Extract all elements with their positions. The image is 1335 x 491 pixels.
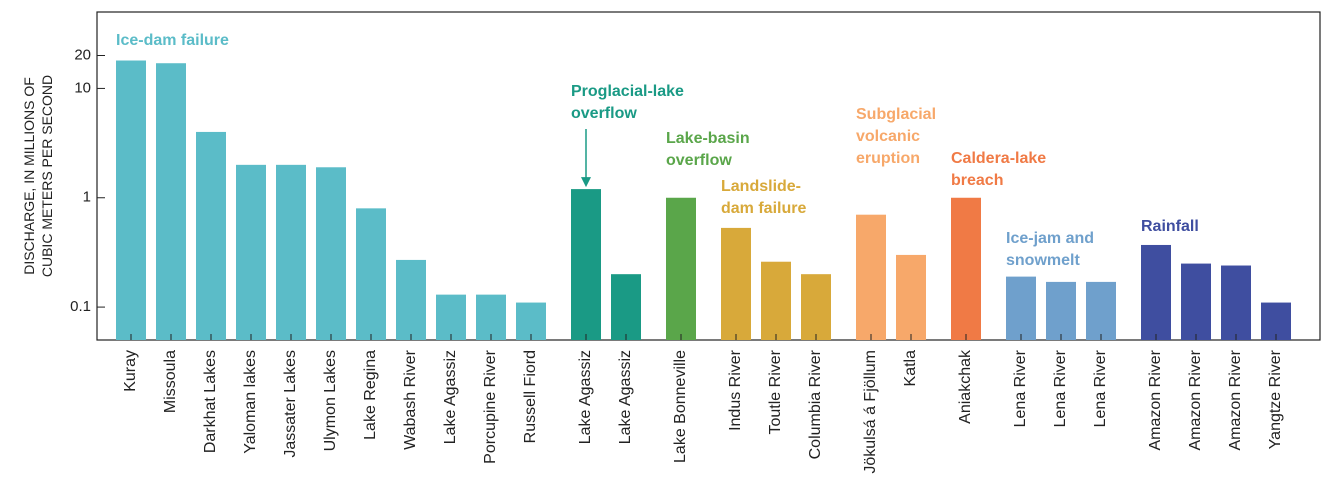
bar xyxy=(666,197,696,340)
bar xyxy=(1181,263,1211,340)
bar xyxy=(1086,281,1116,340)
group-label: Ice-dam failure xyxy=(116,32,229,49)
group-label: Proglacial-lake overflow xyxy=(571,83,684,122)
x-tick-label: Amazon River xyxy=(1147,349,1164,450)
x-tick-label: Lake Bonneville xyxy=(672,350,689,463)
bar xyxy=(396,259,426,340)
y-tick-label: 10 xyxy=(74,79,91,96)
group-label: Ice-jam and snowmelt xyxy=(1006,230,1095,269)
x-tick-label: Amazon River xyxy=(1187,349,1204,450)
x-tick-label: Lena River xyxy=(1092,349,1109,427)
x-tick-label: Katla xyxy=(902,350,919,387)
bar xyxy=(856,214,886,340)
x-tick-label: Toutle River xyxy=(767,349,784,434)
x-tick-label: Jökulsá á Fjöllum xyxy=(862,350,879,474)
group-label: Subglacial volcanic eruption xyxy=(856,106,937,167)
x-tick-label: Missoula xyxy=(162,350,179,413)
x-tick-label: Lake Regina xyxy=(362,350,379,440)
bar xyxy=(436,294,466,340)
x-tick-label: Porcupine River xyxy=(482,349,499,464)
bar xyxy=(236,164,266,340)
bar xyxy=(516,302,546,340)
plot-frame xyxy=(96,11,1321,341)
x-tick-label: Wabash River xyxy=(402,349,419,450)
bar xyxy=(896,254,926,340)
bar xyxy=(721,227,751,340)
bar xyxy=(156,63,186,340)
x-tick-label: Yangtze River xyxy=(1267,349,1284,449)
group-label: Lake-basin overflow xyxy=(666,130,750,169)
x-tick-label: Lake Agassiz xyxy=(577,350,594,444)
bar xyxy=(276,164,306,340)
bar xyxy=(1141,244,1171,340)
bar xyxy=(116,60,146,340)
bar xyxy=(196,131,226,340)
y-axis-label: DISCHARGE, IN MILLIONS OF CUBIC METERS P… xyxy=(21,74,55,278)
x-tick-label: Darkhat Lakes xyxy=(202,350,219,453)
bar xyxy=(801,274,831,340)
x-tick-label: Lake Agassiz xyxy=(617,350,634,444)
bar xyxy=(356,208,386,340)
y-tick-label: 20 xyxy=(74,46,91,63)
x-tick-label: Ulymon Lakes xyxy=(322,350,339,451)
x-tick-label: Jassater Lakes xyxy=(282,350,299,458)
x-tick-label: Russell Fiord xyxy=(522,350,539,443)
arrow-head xyxy=(581,177,591,188)
group-label: Rainfall xyxy=(1141,218,1199,235)
x-tick-label: Columbia River xyxy=(807,349,824,459)
x-tick-label: Indus River xyxy=(727,349,744,431)
bar xyxy=(476,294,506,340)
x-tick-label: Lena River xyxy=(1012,349,1029,427)
x-tick-label: Lake Agassiz xyxy=(442,350,459,444)
x-tick-label: Aniakchak xyxy=(957,349,974,424)
bar xyxy=(1221,265,1251,340)
x-tick-label: Yaloman lakes xyxy=(242,350,259,454)
y-tick-label: 0.1 xyxy=(70,298,91,315)
x-tick-label: Amazon River xyxy=(1227,349,1244,450)
bar xyxy=(1006,276,1036,340)
bar xyxy=(611,274,641,340)
bar xyxy=(316,167,346,340)
bar xyxy=(761,261,791,340)
group-label: Caldera-lake breach xyxy=(951,150,1047,189)
group-label: Landslide- dam failure xyxy=(721,178,807,217)
bar xyxy=(571,189,601,340)
x-tick-label: Kuray xyxy=(122,350,139,392)
y-tick-label: 1 xyxy=(83,189,91,206)
bar xyxy=(1261,302,1291,340)
bar xyxy=(951,197,981,340)
x-tick-label: Lena River xyxy=(1052,349,1069,427)
bar xyxy=(1046,281,1076,340)
